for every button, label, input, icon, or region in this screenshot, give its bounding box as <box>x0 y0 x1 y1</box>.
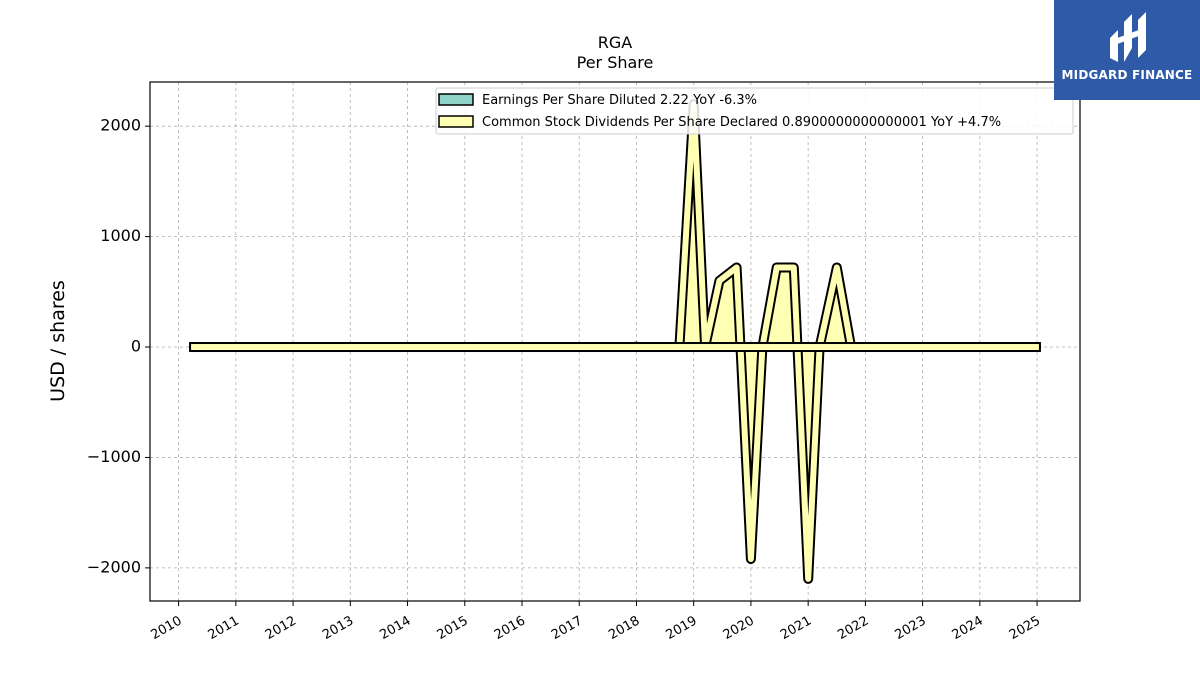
series-area-dividends <box>188 102 1042 581</box>
x-axis: 2010 2011 2012 2013 2014 2015 2016 2017 2018 2019… <box>148 601 1043 643</box>
x-tick-label: 2010 <box>148 613 184 643</box>
legend-swatch-dividends <box>438 115 474 128</box>
y-axis: 2000 1000 0 −1000 −2000 <box>87 116 150 576</box>
y-tick-label: 0 <box>131 337 141 356</box>
y-tick-label: −1000 <box>87 447 141 466</box>
x-tick-label: 2015 <box>435 613 471 643</box>
chart-subtitle-text: Per Share <box>577 53 654 72</box>
y-axis-label: USD / shares <box>47 280 69 402</box>
x-tick-label: 2020 <box>721 613 757 643</box>
x-tick-label: 2024 <box>950 613 986 643</box>
x-tick-label: 2014 <box>377 613 413 643</box>
legend-swatch-eps <box>438 93 474 106</box>
series-baseline-dividends <box>189 342 1041 353</box>
y-tick-label: −2000 <box>87 557 141 576</box>
x-tick-label: 2021 <box>778 613 814 643</box>
x-tick-label: 2013 <box>320 613 356 643</box>
x-tick-label: 2018 <box>606 613 642 643</box>
plot-series <box>188 99 1042 584</box>
x-tick-label: 2019 <box>664 613 700 643</box>
chart-title-text: RGA <box>598 33 633 52</box>
y-tick-label: 2000 <box>100 116 141 135</box>
legend-label-dividends: Common Stock Dividends Per Share Declare… <box>482 115 1001 130</box>
x-tick-label: 2023 <box>892 613 928 643</box>
series-line-dividends <box>190 101 1040 582</box>
y-tick-label: 1000 <box>100 226 141 245</box>
x-tick-label: 2016 <box>492 613 528 643</box>
series-area-eps <box>189 130 1041 348</box>
legend-label-eps: Earnings Per Share Diluted 2.22 YoY -6.3… <box>482 93 757 108</box>
series-line-dividends-outline <box>190 99 1040 584</box>
x-tick-label: 2012 <box>263 613 299 643</box>
x-tick-label: 2025 <box>1007 613 1043 643</box>
logo-text: MIDGARD FINANCE <box>1061 68 1193 82</box>
legend: Earnings Per Share Diluted 2.22 YoY -6.3… <box>435 87 1074 135</box>
grid <box>150 82 1080 601</box>
chart-title: RGA Per Share <box>577 33 654 72</box>
logo-mark-icon <box>1110 12 1146 62</box>
x-tick-label: 2011 <box>206 613 242 643</box>
x-tick-label: 2017 <box>549 613 585 643</box>
legend-box <box>435 87 1074 135</box>
x-tick-label: 2022 <box>835 613 871 643</box>
plot-frame <box>149 81 1081 602</box>
logo: MIDGARD FINANCE <box>1054 0 1200 100</box>
